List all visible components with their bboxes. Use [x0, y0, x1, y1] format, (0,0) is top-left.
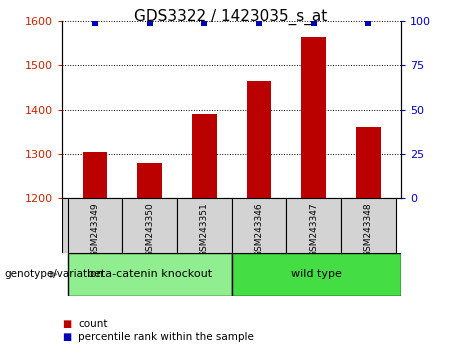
Bar — [122, 198, 177, 253]
Bar — [177, 198, 232, 253]
Text: count: count — [78, 319, 108, 329]
Text: genotype/variation: genotype/variation — [5, 269, 104, 279]
Bar — [192, 114, 217, 198]
Text: GSM243350: GSM243350 — [145, 202, 154, 257]
Text: GSM243351: GSM243351 — [200, 202, 209, 257]
Bar — [68, 253, 232, 296]
Text: ■: ■ — [62, 319, 71, 329]
Text: GSM243346: GSM243346 — [254, 202, 264, 257]
Text: GSM243349: GSM243349 — [90, 202, 100, 257]
Text: ■: ■ — [62, 332, 71, 342]
Bar — [356, 127, 381, 198]
Bar — [341, 198, 396, 253]
Bar — [231, 253, 401, 296]
Bar — [231, 198, 286, 253]
Text: percentile rank within the sample: percentile rank within the sample — [78, 332, 254, 342]
Bar — [247, 81, 271, 198]
Bar — [83, 152, 107, 198]
Text: wild type: wild type — [291, 269, 342, 279]
Text: beta-catenin knockout: beta-catenin knockout — [87, 269, 212, 279]
Bar — [301, 37, 326, 198]
Text: GDS3322 / 1423035_s_at: GDS3322 / 1423035_s_at — [134, 9, 327, 25]
Text: GSM243348: GSM243348 — [364, 202, 373, 257]
Text: GSM243347: GSM243347 — [309, 202, 318, 257]
Bar — [68, 198, 122, 253]
Bar — [137, 163, 162, 198]
Bar — [286, 198, 341, 253]
